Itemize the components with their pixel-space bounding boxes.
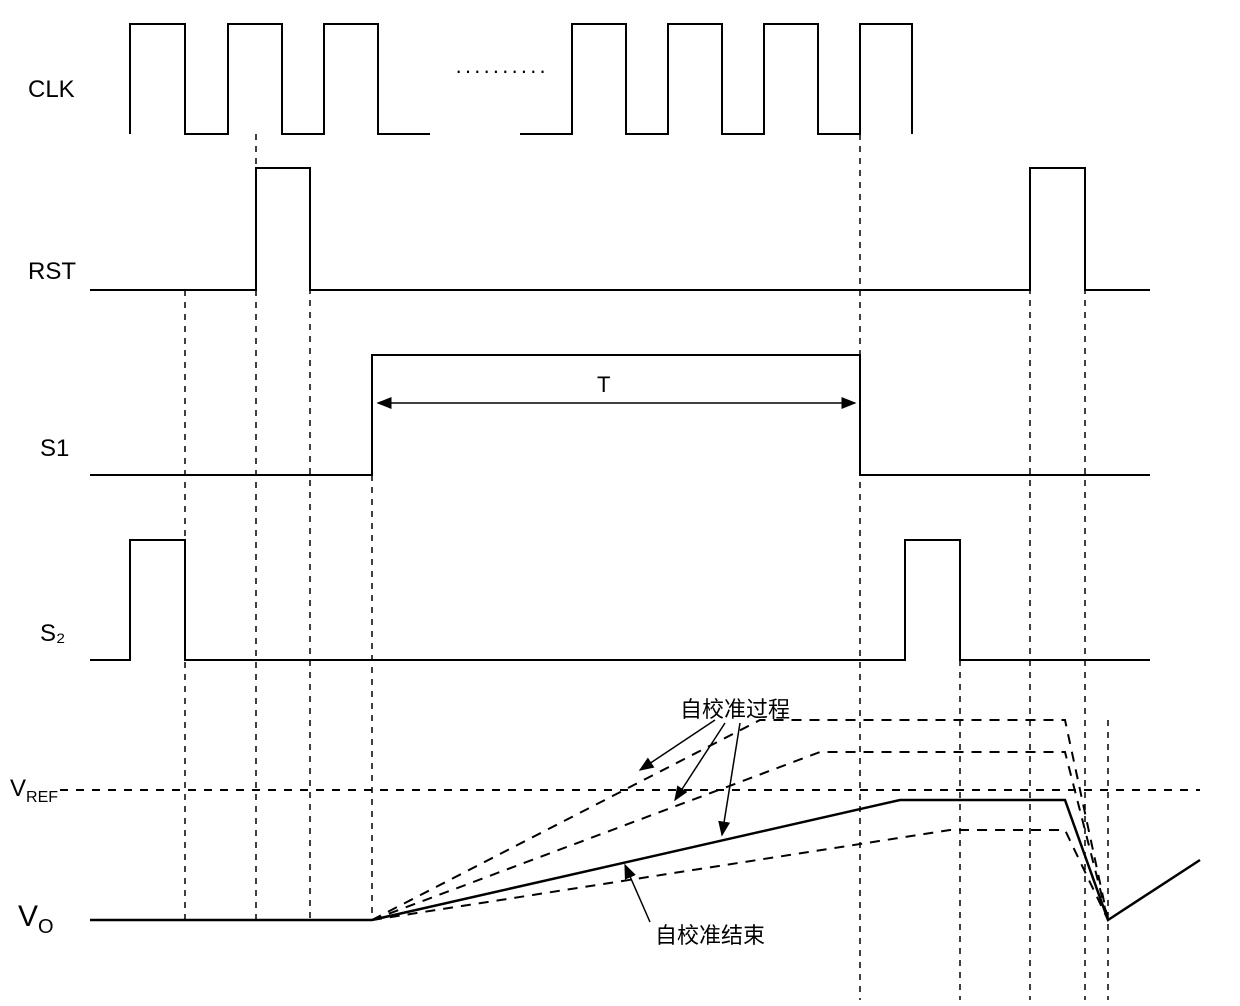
ellipsis: ·········· bbox=[455, 58, 548, 84]
rst-label: RST bbox=[28, 258, 76, 286]
calibration-end-arrow bbox=[625, 865, 650, 922]
rst-waveform bbox=[90, 168, 1150, 290]
guidelines bbox=[185, 134, 1108, 1000]
timing-diagram bbox=[0, 0, 1240, 1006]
calibration-process-label: 自校准过程 bbox=[680, 692, 790, 724]
vref-label: VREF bbox=[10, 775, 58, 807]
clk-label: CLK bbox=[28, 76, 75, 104]
period-label: T bbox=[597, 372, 610, 398]
s2-label: S₂ bbox=[40, 620, 65, 648]
vo-calibration-ramps bbox=[372, 720, 1108, 920]
s1-label: S1 bbox=[40, 435, 69, 463]
vo-label: VO bbox=[18, 900, 54, 939]
calibration-end-label: 自校准结束 bbox=[655, 918, 765, 950]
s2-waveform bbox=[90, 540, 1150, 660]
s1-waveform bbox=[90, 355, 1150, 475]
